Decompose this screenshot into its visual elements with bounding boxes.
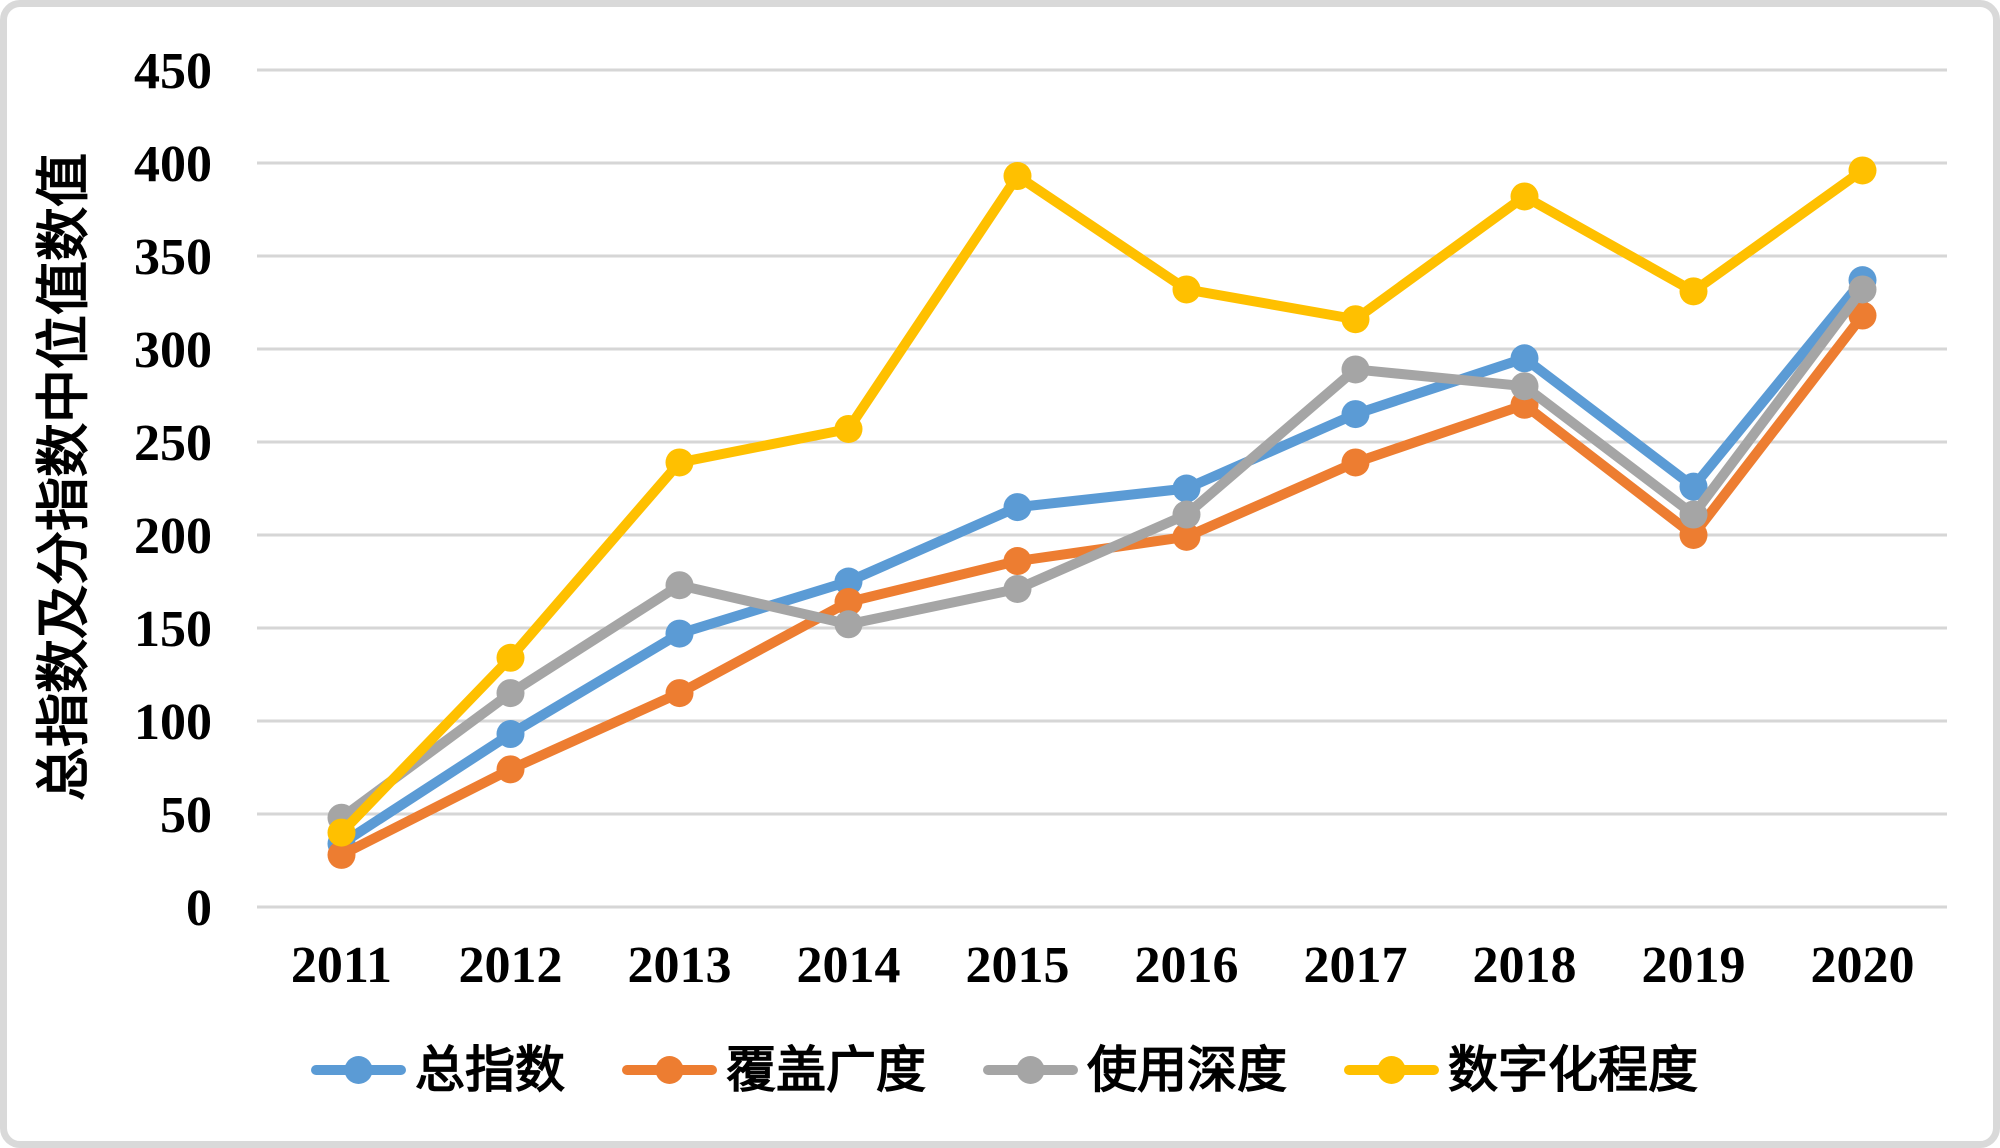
x-tick-label: 2018 [1473, 937, 1577, 994]
x-tick-label: 2011 [291, 937, 392, 994]
y-tick-label: 200 [134, 508, 212, 565]
data-point [1679, 500, 1708, 529]
legend-item-总指数: 总指数 [311, 1042, 565, 1098]
series-line [336, 165, 1868, 838]
legend: 总指数 覆盖广度 使用深度 数字化程度 [311, 1042, 1698, 1098]
x-tick-label: 2016 [1135, 937, 1239, 994]
data-point [1172, 522, 1201, 551]
y-tick-label: 450 [134, 43, 212, 100]
x-tick-label: 2020 [1811, 937, 1915, 994]
data-point [1003, 162, 1032, 191]
data-point [1679, 472, 1708, 501]
data-point [327, 818, 356, 847]
x-tick-label: 2015 [966, 937, 1070, 994]
legend-marker-dot [655, 1056, 684, 1084]
legend-label: 数字化程度 [1448, 1042, 1698, 1098]
y-axis-tick-labels: 0 50 100 150 200 250 300 350 400 450 [134, 43, 212, 937]
data-point [496, 720, 525, 749]
data-point [665, 679, 694, 708]
legend-item-使用深度: 使用深度 [983, 1042, 1287, 1098]
legend-marker-dot [1377, 1056, 1406, 1084]
data-point [496, 755, 525, 784]
x-tick-label: 2013 [628, 937, 732, 994]
series-覆盖广度 [327, 301, 1877, 869]
y-tick-label: 300 [134, 322, 212, 379]
series-总指数 [327, 266, 1877, 858]
data-point [1510, 182, 1539, 211]
data-point [1003, 574, 1032, 603]
data-point [665, 619, 694, 648]
data-point [1003, 493, 1032, 522]
legend-label: 使用深度 [1087, 1042, 1287, 1098]
legend-label: 覆盖广度 [726, 1042, 926, 1098]
data-point [665, 571, 694, 600]
data-point [1848, 156, 1877, 185]
x-axis-tick-labels: 2011 2012 2013 2014 2015 2016 2017 2018 2019 2020 [291, 937, 1915, 994]
data-point [1003, 547, 1032, 576]
data-point [1679, 521, 1708, 549]
data-point [1679, 277, 1708, 306]
data-point [1341, 355, 1370, 384]
series-line [336, 284, 1868, 823]
legend-marker-dot [344, 1056, 373, 1084]
data-point [665, 448, 694, 477]
series-line [336, 275, 1868, 849]
data-point [327, 840, 356, 869]
data-point [1341, 305, 1370, 334]
data-point [834, 587, 863, 616]
data-point [1341, 448, 1370, 477]
data-point [1848, 301, 1877, 330]
series-使用深度 [327, 275, 1877, 832]
data-point [834, 414, 863, 443]
x-tick-label: 2012 [459, 937, 563, 994]
y-tick-label: 250 [134, 415, 212, 472]
y-tick-label: 350 [134, 229, 212, 286]
y-tick-label: 0 [186, 880, 212, 937]
y-tick-label: 100 [134, 694, 212, 751]
data-point [834, 610, 863, 639]
data-point [1341, 400, 1370, 429]
data-point [834, 567, 863, 596]
data-point [1848, 275, 1877, 304]
y-tick-label: 150 [134, 601, 212, 658]
legend-label: 总指数 [415, 1042, 565, 1098]
y-axis-title: 总指数及分指数中位值数值 [34, 153, 94, 801]
legend-item-覆盖广度: 覆盖广度 [622, 1042, 926, 1098]
data-point [1172, 474, 1201, 503]
x-tick-label: 2014 [797, 937, 901, 994]
legend-item-数字化程度: 数字化程度 [1344, 1042, 1698, 1098]
data-point [1510, 372, 1539, 401]
data-point [1172, 275, 1201, 304]
data-point [1172, 500, 1201, 529]
data-point [496, 643, 525, 672]
legend-marker-dot [1016, 1056, 1045, 1084]
series-数字化程度 [327, 156, 1877, 847]
x-tick-label: 2017 [1304, 937, 1408, 994]
x-tick-label: 2019 [1642, 937, 1746, 994]
y-tick-label: 50 [160, 787, 212, 844]
y-tick-label: 400 [134, 136, 212, 193]
data-point [1510, 344, 1539, 373]
data-point [496, 679, 525, 708]
